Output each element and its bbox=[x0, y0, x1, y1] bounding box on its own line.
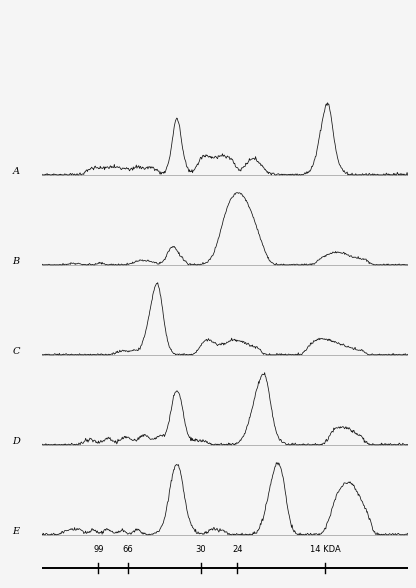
Text: C: C bbox=[12, 348, 20, 356]
Text: 99: 99 bbox=[93, 545, 104, 554]
Text: 14 KDA: 14 KDA bbox=[310, 545, 341, 554]
Text: B: B bbox=[12, 258, 20, 266]
Text: 24: 24 bbox=[232, 545, 243, 554]
Text: A: A bbox=[12, 168, 20, 176]
Text: 66: 66 bbox=[122, 545, 133, 554]
Text: D: D bbox=[12, 437, 20, 446]
Text: E: E bbox=[12, 527, 20, 536]
Text: 30: 30 bbox=[196, 545, 206, 554]
